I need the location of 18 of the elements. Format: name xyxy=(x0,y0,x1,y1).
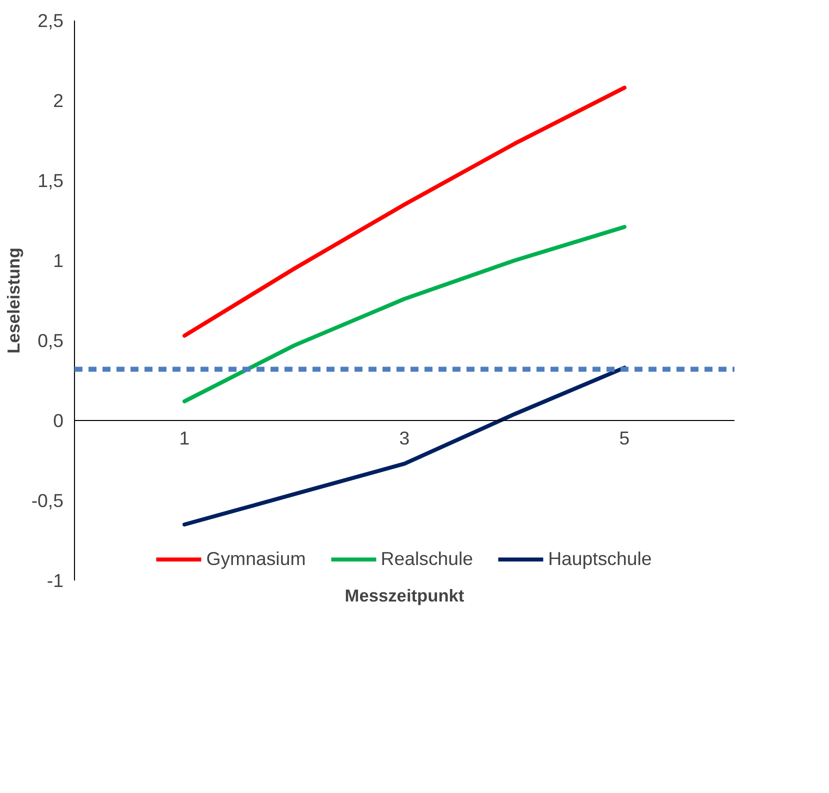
legend-label: Hauptschule xyxy=(548,548,652,570)
y-tick-label: 2 xyxy=(53,90,64,111)
line-series xyxy=(182,224,626,404)
y-tick-label: -0,5 xyxy=(31,490,64,511)
legend-label: Realschule xyxy=(380,548,474,570)
y-tick-label: 2,5 xyxy=(38,10,64,31)
x-tick-label: 3 xyxy=(399,428,410,448)
y-tick-label: 0 xyxy=(53,410,64,431)
line-series xyxy=(182,86,626,338)
x-tick-label: 1 xyxy=(179,428,190,448)
y-tick-label: -1 xyxy=(46,570,64,591)
legend-label: Gymnasium xyxy=(206,548,306,570)
y-tick-label: 1 xyxy=(53,250,64,271)
y-axis-title: Leseleistung xyxy=(3,248,24,354)
x-tick-label: 5 xyxy=(619,428,630,448)
y-tick-label: 0,5 xyxy=(38,330,64,351)
y-tick-label: 1,5 xyxy=(38,170,64,191)
x-axis-title: Messzeitpunkt xyxy=(344,586,464,606)
